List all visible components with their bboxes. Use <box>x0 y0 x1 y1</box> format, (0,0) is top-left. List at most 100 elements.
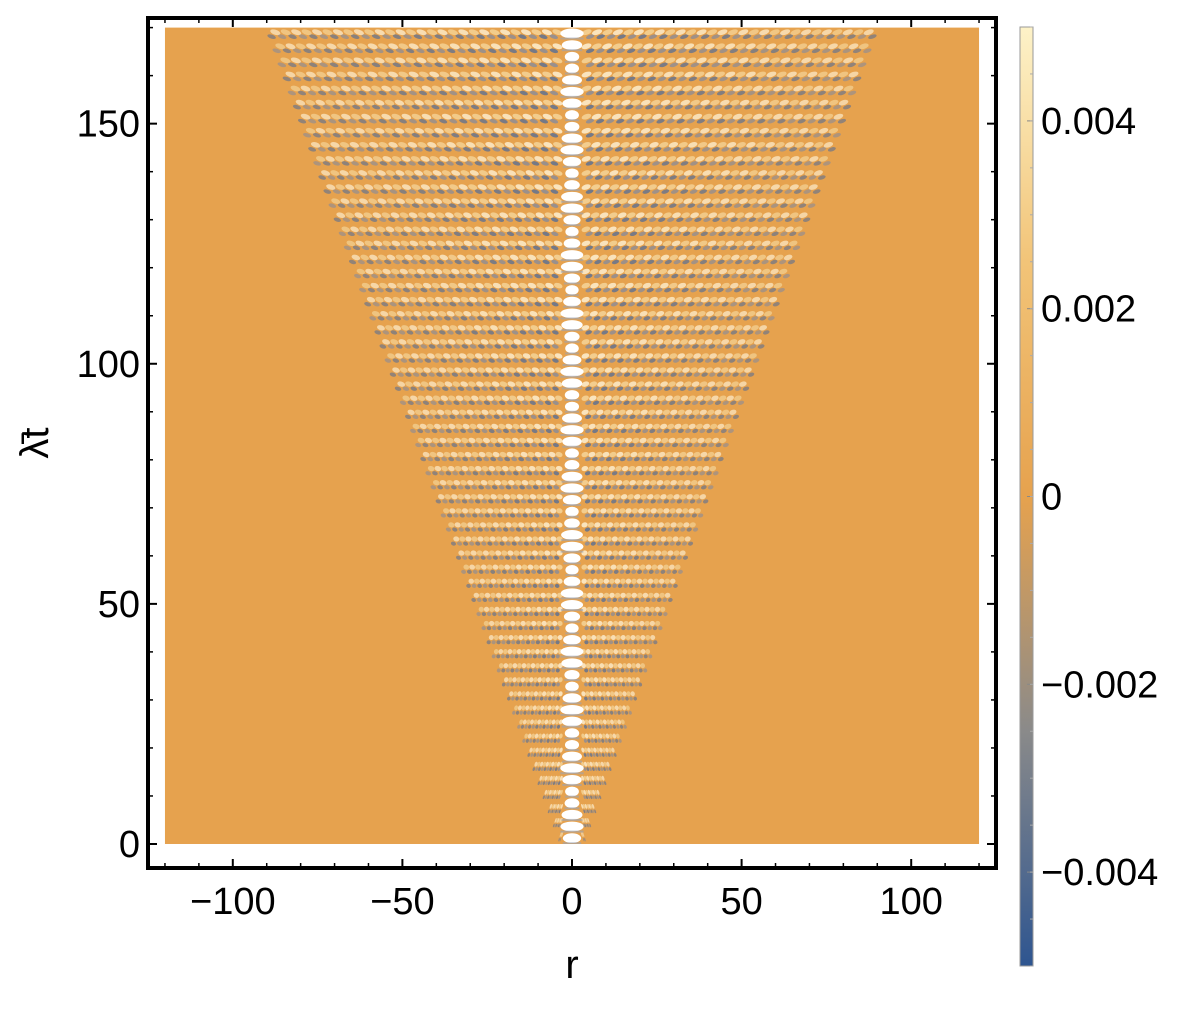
wave-trough <box>618 738 622 743</box>
wave-trough <box>590 809 593 814</box>
wave-trough <box>552 781 556 786</box>
wave-trough <box>546 724 550 729</box>
wave-crest <box>614 578 621 584</box>
wave-crest <box>631 592 638 598</box>
wave-trough <box>533 668 538 673</box>
wave-trough <box>550 781 553 786</box>
core-gap <box>561 49 583 52</box>
wave-trough <box>539 682 544 687</box>
wave-crest <box>598 564 605 570</box>
wave-trough <box>505 555 511 560</box>
wave-trough <box>588 682 592 687</box>
wave-crest <box>533 564 540 570</box>
wave-crest <box>598 761 602 767</box>
wave-trough <box>625 696 629 701</box>
wave-trough <box>556 710 561 715</box>
wave-trough <box>501 640 506 645</box>
wave-trough <box>623 583 628 588</box>
wave-crest <box>587 818 590 823</box>
wave-crest <box>510 606 516 612</box>
core-segment <box>562 413 582 424</box>
wave-crest <box>605 733 610 739</box>
wave-trough <box>525 569 531 574</box>
wave-trough <box>519 710 523 715</box>
core-segment <box>563 553 581 564</box>
y-tick-label: 0 <box>119 824 140 866</box>
core-segment <box>564 180 580 190</box>
wave-trough <box>514 668 519 673</box>
wave-crest <box>595 761 599 767</box>
wave-trough <box>523 541 529 546</box>
wave-trough <box>555 823 558 828</box>
core-segment <box>563 215 581 225</box>
wave-crest <box>637 592 643 598</box>
wave-trough <box>538 710 542 715</box>
core-gap <box>560 597 584 600</box>
wave-crest <box>538 536 545 542</box>
wave-crest <box>560 832 563 837</box>
wave-trough <box>511 541 517 546</box>
wave-crest <box>499 620 505 626</box>
wave-crest <box>524 733 529 739</box>
wave-trough <box>621 612 626 617</box>
wave-crest <box>473 592 480 598</box>
wave-crest <box>521 705 526 711</box>
wave-trough <box>471 583 477 588</box>
wave-crest <box>644 620 650 626</box>
wave-crest <box>550 677 555 683</box>
wave-crest <box>625 578 632 584</box>
wave-trough <box>529 738 533 743</box>
x-tick-label: −50 <box>370 881 434 923</box>
wave-crest <box>585 705 589 711</box>
wave-crest <box>540 719 545 725</box>
wave-trough <box>587 738 591 743</box>
wave-crest <box>595 719 600 725</box>
wave-crest <box>588 803 591 809</box>
wave-crest <box>499 606 505 612</box>
wave-crest <box>546 578 552 584</box>
wave-crest <box>636 649 641 655</box>
wave-trough <box>588 781 592 786</box>
wave-trough <box>554 753 558 757</box>
wave-trough <box>531 724 535 729</box>
wave-trough <box>506 682 510 687</box>
wave-crest <box>489 620 495 626</box>
wave-crest <box>552 634 558 641</box>
wave-trough <box>584 583 590 588</box>
wave-crest <box>510 564 516 570</box>
wave-trough <box>532 597 538 603</box>
wave-trough <box>612 696 617 701</box>
wave-crest <box>504 606 511 612</box>
wave-trough <box>654 569 660 574</box>
wave-crest <box>492 564 499 570</box>
wave-trough <box>558 823 560 828</box>
wave-crest <box>586 592 593 598</box>
wave-crest <box>532 747 536 753</box>
wave-trough <box>478 569 484 574</box>
wave-trough <box>598 753 602 757</box>
core-segment <box>562 774 582 785</box>
core-gap <box>565 515 579 518</box>
wave-crest <box>518 634 524 641</box>
wave-crest <box>593 677 599 683</box>
wave-trough <box>658 626 663 631</box>
wave-crest <box>640 649 646 655</box>
wave-crest <box>581 733 585 739</box>
wave-trough <box>555 781 558 786</box>
wave-trough <box>537 781 541 786</box>
wave-crest <box>645 564 652 570</box>
wave-trough <box>596 555 603 560</box>
wave-trough <box>502 626 507 631</box>
wave-crest <box>546 606 553 612</box>
wave-trough <box>491 640 496 645</box>
wave-trough <box>650 583 656 588</box>
wave-crest <box>547 705 552 711</box>
wave-trough <box>652 626 658 631</box>
wave-crest <box>542 634 548 641</box>
core-segment <box>565 565 579 575</box>
wave-trough <box>588 654 593 659</box>
wave-crest <box>551 578 558 584</box>
wave-trough <box>556 795 559 800</box>
wave-trough <box>545 753 549 757</box>
wave-crest <box>582 832 584 837</box>
